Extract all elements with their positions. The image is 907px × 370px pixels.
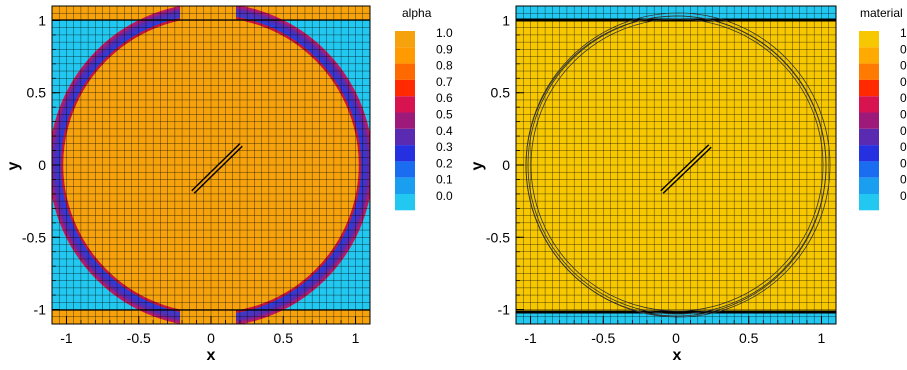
alpha-legend-label: 0.8 bbox=[436, 59, 453, 73]
material-legend-label: 0.6 bbox=[900, 91, 907, 105]
material-legend-swatch bbox=[859, 96, 879, 113]
alpha-legend-label: 0.0 bbox=[436, 189, 453, 203]
alpha-legend-swatch bbox=[395, 79, 415, 97]
material-legend-swatch bbox=[859, 161, 879, 178]
material-legend-title: material bbox=[860, 6, 903, 20]
alpha-x-tick-label: 1 bbox=[352, 330, 360, 346]
alpha-legend-swatch bbox=[395, 112, 415, 129]
alpha-y-axis-label: y bbox=[5, 161, 22, 170]
alpha-plot-panel: -1 -0.5 0 0.5 1 1 0.5 0 -0.5 -1 x y alpha 1.0 0.9 0… bbox=[5, 5, 453, 364]
material-legend-swatch bbox=[859, 194, 879, 211]
material-legend-swatch bbox=[859, 145, 879, 162]
material-legend-label: 0.0 bbox=[900, 189, 907, 203]
alpha-x-axis-label: x bbox=[207, 347, 216, 364]
alpha-legend-title: alpha bbox=[402, 6, 432, 20]
alpha-x-tick-label: 0.5 bbox=[274, 330, 294, 346]
alpha-legend-label: 0.4 bbox=[436, 124, 453, 138]
material-legend-swatch bbox=[859, 47, 879, 64]
material-x-axis-label: x bbox=[673, 347, 682, 364]
material-legend-swatch bbox=[859, 79, 879, 97]
alpha-legend: 1.0 0.9 0.8 0.7 0.6 0.5 0.4 0.3 0.2 0.1 0.0 bbox=[395, 26, 453, 211]
material-y-tick-label: 0.5 bbox=[491, 85, 511, 101]
material-legend-label: 1.0 bbox=[900, 26, 907, 40]
material-y-tick-label: 0 bbox=[502, 157, 510, 173]
material-x-tick-label: 1 bbox=[818, 330, 826, 346]
material-legend-swatch bbox=[859, 112, 879, 129]
material-legend-label: 0.1 bbox=[900, 173, 907, 187]
alpha-y-tick-label: -1 bbox=[34, 302, 47, 318]
material-axes-ticks: -1 -0.5 0 0.5 1 1 0.5 0 -0.5 -1 bbox=[486, 12, 826, 346]
material-legend-swatch bbox=[859, 177, 879, 194]
material-plot-panel: -1 -0.5 0 0.5 1 1 0.5 0 -0.5 -1 x y material 1.0 0… bbox=[469, 5, 907, 364]
alpha-legend-swatch bbox=[395, 194, 415, 211]
alpha-legend-label: 0.5 bbox=[436, 108, 453, 122]
material-y-tick-label: -1 bbox=[498, 302, 511, 318]
alpha-legend-label: 0.2 bbox=[436, 156, 453, 170]
material-segment bbox=[660, 144, 712, 194]
alpha-legend-swatch bbox=[395, 161, 415, 178]
material-x-tick-label: 0 bbox=[672, 330, 680, 346]
material-y-axis-label: y bbox=[469, 161, 486, 170]
material-y-tick-label: -0.5 bbox=[486, 229, 510, 245]
alpha-legend-swatch bbox=[395, 96, 415, 113]
alpha-legend-label: 0.3 bbox=[436, 140, 453, 154]
material-legend-label: 0.7 bbox=[900, 75, 907, 89]
material-legend: 1.0 0.9 0.8 0.7 0.6 0.5 0.4 0.3 0.2 0.1 0.0 bbox=[859, 26, 907, 211]
material-legend-label: 0.4 bbox=[900, 124, 907, 138]
material-y-tick-label: 1 bbox=[502, 12, 510, 28]
alpha-y-tick-label: -0.5 bbox=[22, 229, 46, 245]
material-legend-label: 0.5 bbox=[900, 108, 907, 122]
material-x-tick-label: 0.5 bbox=[739, 330, 759, 346]
material-legend-swatch bbox=[859, 128, 879, 146]
alpha-legend-label: 0.9 bbox=[436, 42, 453, 56]
material-x-tick-label: -0.5 bbox=[591, 330, 615, 346]
alpha-legend-label: 0.6 bbox=[436, 91, 453, 105]
alpha-legend-swatch bbox=[395, 145, 415, 162]
alpha-x-tick-label: -1 bbox=[60, 330, 73, 346]
alpha-x-tick-label: -0.5 bbox=[127, 330, 151, 346]
material-legend-label: 0.8 bbox=[900, 59, 907, 73]
alpha-legend-swatch bbox=[395, 177, 415, 194]
alpha-segment bbox=[191, 143, 243, 194]
material-x-tick-label: -1 bbox=[524, 330, 537, 346]
alpha-mesh-grid bbox=[52, 6, 370, 324]
material-legend-label: 0.9 bbox=[900, 42, 907, 56]
alpha-legend-label: 0.1 bbox=[436, 173, 453, 187]
alpha-y-tick-label: 1 bbox=[38, 12, 46, 28]
alpha-legend-swatch bbox=[395, 128, 415, 146]
material-legend-swatch bbox=[859, 31, 879, 48]
material-legend-swatch bbox=[859, 63, 879, 80]
alpha-y-tick-label: 0 bbox=[38, 157, 46, 173]
material-mesh-grid bbox=[516, 6, 836, 324]
material-legend-label: 0.2 bbox=[900, 156, 907, 170]
alpha-legend-swatch bbox=[395, 31, 415, 48]
alpha-legend-label: 1.0 bbox=[436, 26, 453, 40]
alpha-y-tick-label: 0.5 bbox=[27, 85, 47, 101]
alpha-legend-swatch bbox=[395, 47, 415, 64]
material-legend-label: 0.3 bbox=[900, 140, 907, 154]
alpha-axes-ticks: -1 -0.5 0 0.5 1 1 0.5 0 -0.5 -1 bbox=[22, 12, 360, 346]
alpha-legend-label: 0.7 bbox=[436, 75, 453, 89]
alpha-x-tick-label: 0 bbox=[207, 330, 215, 346]
alpha-legend-swatch bbox=[395, 63, 415, 80]
